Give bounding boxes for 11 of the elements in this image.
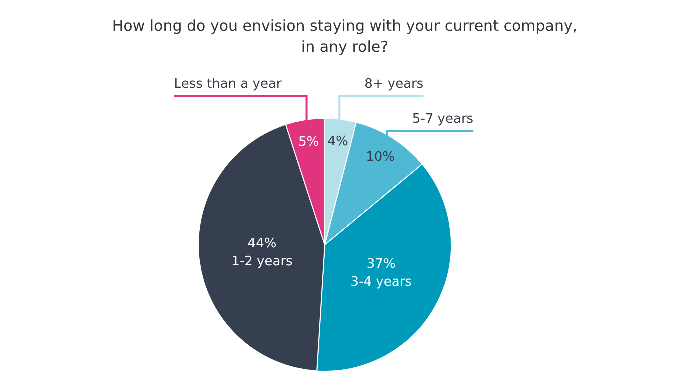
slice-label: 3-4 years: [350, 275, 412, 290]
data-label: 5%: [298, 134, 320, 150]
slice-label: 5-7 years: [412, 112, 474, 127]
data-label: 37%: [366, 257, 396, 272]
slice-label: Less than a year: [174, 76, 282, 92]
data-label: 44%: [248, 236, 277, 252]
chart-title: How long do you envision staying with your current company, in any role?: [111, 16, 579, 58]
data-label: 4%: [328, 134, 348, 150]
slice-label: 8+ years: [364, 76, 424, 92]
data-label: 10%: [366, 150, 396, 165]
slice-label: 1-2 years: [232, 254, 294, 270]
